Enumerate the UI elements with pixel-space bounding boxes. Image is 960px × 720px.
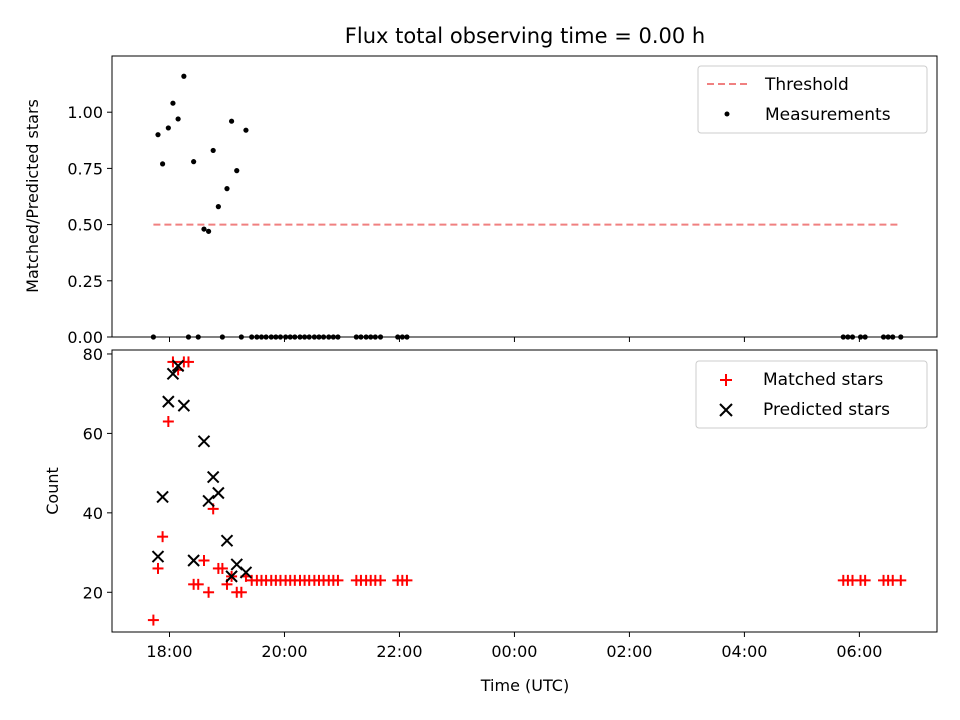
measurement-point (201, 226, 207, 232)
top-ytick-label: 0.25 (67, 272, 103, 291)
matched-star-point (182, 356, 194, 368)
predicted-star-point (212, 486, 225, 500)
bottom-ytick-label: 60 (83, 424, 103, 443)
matched-star-point (374, 574, 386, 586)
matched-star-point (235, 586, 247, 598)
predicted-star-point (220, 534, 234, 547)
predicted-star-point (156, 490, 169, 504)
measurement-point (159, 161, 166, 167)
chart-title: Flux total observing time = 0.00 h (345, 24, 705, 48)
top-ytick-label: 1.00 (67, 103, 103, 122)
top-y-ticks: 0.00 0.25 0.50 0.75 1.00 (67, 103, 112, 347)
legend-predicted-label: Predicted stars (763, 400, 890, 420)
top-ylabel: Matched/Predicted stars (23, 99, 42, 293)
measurement-points (150, 73, 904, 340)
bottom-ylabel: Count (43, 467, 62, 515)
legend-predicted-swatch (719, 403, 733, 417)
matched-star-point (162, 415, 174, 427)
predicted-star-point (166, 367, 180, 381)
measurement-point (205, 228, 212, 234)
predicted-star-point (225, 570, 238, 583)
bottom-xtick-label: 06:00 (836, 642, 882, 661)
top-ytick-label: 0.00 (67, 328, 103, 347)
bottom-panel: 20 40 60 80 18:00 20:00 22:00 00:00 02:00 04:00 0… (43, 345, 938, 695)
bottom-xtick-label: 18:00 (146, 642, 192, 661)
measurement-point (170, 100, 176, 106)
bottom-plot-frame (111, 349, 938, 633)
bottom-ytick-label: 20 (83, 583, 103, 602)
bottom-xtick-label: 20:00 (261, 642, 307, 661)
measurement-point (234, 168, 240, 174)
matched-star-point (152, 562, 164, 574)
bottom-legend: Matched stars Predicted stars (695, 360, 928, 429)
measurement-point (215, 204, 221, 210)
predicted-star-points (151, 359, 253, 583)
legend-threshold-label: Threshold (764, 75, 849, 95)
matched-star-point (203, 586, 215, 598)
bottom-legend-box (695, 360, 928, 429)
legend-matched-swatch (720, 374, 732, 386)
matched-star-point (332, 574, 344, 586)
measurement-point (224, 186, 230, 192)
matched-star-point (157, 531, 169, 543)
matched-star-point (895, 574, 907, 586)
predicted-star-point (151, 550, 165, 563)
predicted-star-point (187, 554, 200, 567)
top-legend: Threshold Measurements (697, 65, 928, 134)
bottom-xtick-label: 02:00 (606, 642, 652, 661)
top-legend-box (697, 65, 928, 134)
matched-star-point (147, 614, 159, 626)
legend-measurements-swatch (724, 111, 730, 117)
matched-star-point (216, 562, 228, 574)
measurement-point (175, 116, 181, 122)
measurement-point (191, 159, 197, 165)
measurement-point (228, 118, 235, 124)
bottom-ytick-label: 40 (83, 504, 103, 523)
predicted-star-point (197, 435, 211, 448)
predicted-star-point (162, 395, 175, 408)
predicted-star-point (177, 399, 191, 412)
predicted-star-point (239, 566, 253, 579)
measurement-point (155, 132, 161, 138)
measurement-point (165, 125, 171, 131)
bottom-y-ticks: 20 40 60 80 (83, 345, 112, 602)
bottom-xtick-label: 04:00 (721, 642, 767, 661)
top-plot-frame (111, 55, 938, 338)
measurement-point (210, 147, 216, 154)
legend-measurements-label: Measurements (765, 105, 891, 125)
top-ytick-label: 0.50 (67, 216, 103, 235)
matched-star-point (401, 574, 413, 586)
matched-star-point (198, 555, 210, 567)
bottom-xtick-label: 00:00 (491, 642, 537, 661)
matched-star-point (859, 574, 871, 586)
top-ytick-label: 0.75 (67, 159, 103, 178)
bottom-ytick-label: 80 (83, 345, 103, 364)
bottom-xlabel: Time (UTC) (480, 676, 569, 695)
predicted-star-point (202, 494, 215, 508)
top-panel: 0.00 0.25 0.50 0.75 1.00 Matched/Predicted s… (23, 55, 938, 347)
matched-star-points (147, 356, 907, 626)
predicted-star-point (206, 470, 220, 484)
measurement-point (181, 73, 187, 79)
measurement-point (243, 127, 249, 133)
predicted-star-point (171, 359, 185, 373)
matched-star-point (192, 578, 204, 590)
bottom-xtick-label: 22:00 (376, 642, 422, 661)
legend-matched-label: Matched stars (763, 370, 883, 390)
bottom-x-ticks: 18:00 20:00 22:00 00:00 02:00 04:00 06:00 (146, 632, 882, 661)
